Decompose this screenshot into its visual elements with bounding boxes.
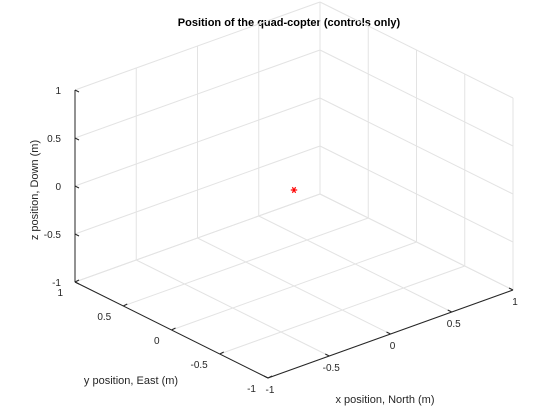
- y-tick-mark: [219, 351, 224, 355]
- x-tick-label: -0.5: [323, 363, 341, 374]
- z-tick-mark: [74, 89, 80, 93]
- z-tick-mark: [74, 137, 80, 141]
- y-tick-label: -0.5: [191, 360, 209, 371]
- grid-line: [319, 1, 514, 99]
- y-tick-label: 0.5: [97, 312, 111, 323]
- data-points: [290, 186, 298, 194]
- grid-line: [319, 145, 514, 243]
- tick-labels: -1-0.500.51-1-0.500.51-1-0.500.51: [44, 86, 518, 396]
- grid-line: [74, 145, 321, 235]
- data-point: [290, 186, 298, 194]
- marker-stroke: [291, 186, 297, 194]
- y-tick-label: -1: [247, 384, 256, 395]
- x-tick-mark: [263, 375, 269, 379]
- z-tick-label: 0.5: [47, 134, 61, 145]
- axis-lines: [74, 89, 514, 379]
- z-tick-label: -0.5: [44, 230, 62, 241]
- z-tick-label: 0: [55, 182, 61, 193]
- grid-line: [74, 49, 321, 139]
- y-tick-mark: [171, 327, 176, 331]
- x-tick-label: 0: [390, 341, 396, 352]
- z-tick-mark: [74, 281, 80, 285]
- y-tick-label: 0: [154, 336, 160, 347]
- y-tick-label: 1: [57, 288, 63, 299]
- x-tick-mark: [447, 309, 452, 313]
- chart-title: Position of the quad-copter (controls on…: [178, 17, 401, 29]
- x-tick-label: 1: [512, 297, 518, 308]
- x-tick-label: 0.5: [447, 319, 461, 330]
- y-tick-mark: [267, 375, 273, 379]
- grid-line: [319, 49, 514, 147]
- z-tick-label: 1: [55, 86, 61, 97]
- x-axis-label: x position, North (m): [335, 394, 434, 406]
- x-tick-mark: [386, 331, 391, 335]
- z-tick-mark: [74, 185, 80, 189]
- grid-line: [74, 193, 321, 283]
- y-tick-mark: [123, 303, 128, 307]
- x-tick-label: -1: [266, 385, 275, 396]
- grid-line: [74, 97, 321, 187]
- z-tick-label: -1: [52, 278, 61, 289]
- grid-line: [319, 193, 514, 291]
- z-tick-mark: [74, 233, 80, 237]
- grid-line: [171, 241, 417, 331]
- grid-line: [123, 217, 369, 307]
- x-tick-mark: [508, 287, 514, 291]
- grid-line: [219, 265, 465, 355]
- grid-line: [319, 97, 514, 195]
- y-axis-label: y position, East (m): [84, 375, 178, 387]
- y-tick-mark: [74, 279, 80, 283]
- grid-line: [74, 1, 321, 91]
- x-tick-mark: [325, 353, 330, 357]
- z-axis-label: z position, Down (m): [29, 140, 41, 240]
